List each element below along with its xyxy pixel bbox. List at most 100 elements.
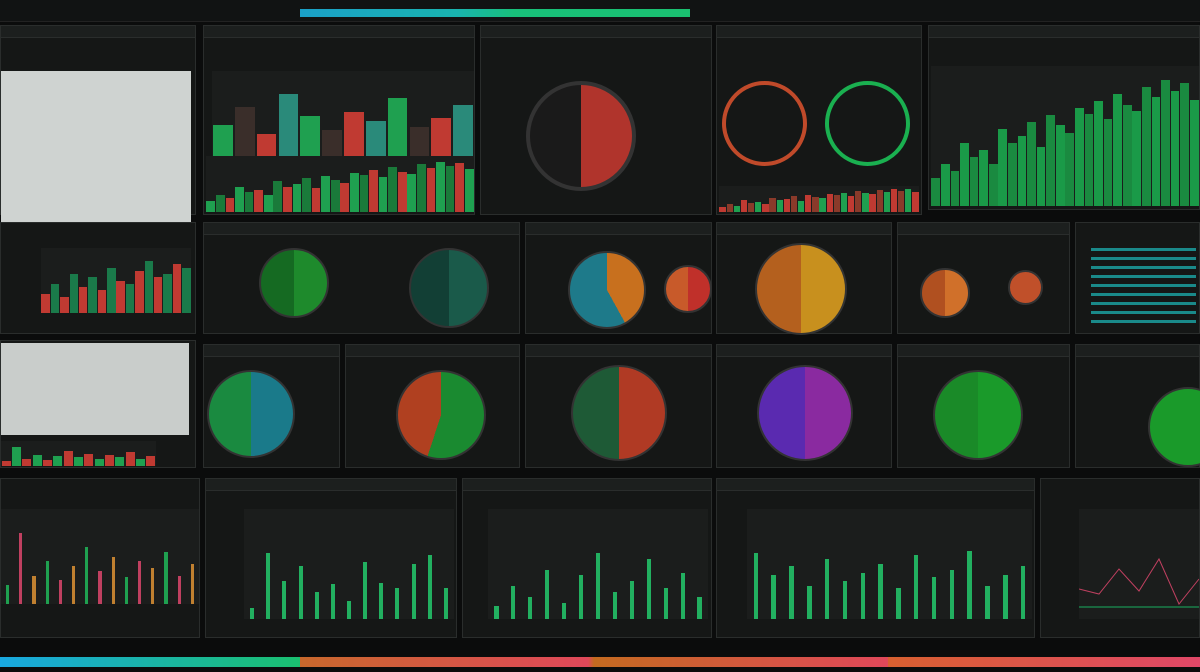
pie-chart[interactable]: [571, 365, 667, 461]
pie-chart[interactable]: [757, 365, 853, 461]
panel-header: [717, 479, 1034, 491]
bar: [254, 189, 263, 212]
pie-chart[interactable]: [755, 243, 847, 335]
bar: [22, 458, 32, 466]
bar: [244, 192, 254, 212]
data-table[interactable]: [1, 343, 189, 435]
panel-header: [1076, 345, 1199, 357]
pie-chart[interactable]: [259, 248, 329, 318]
bar: [273, 181, 283, 212]
bar: [172, 264, 182, 313]
bar: [125, 283, 135, 313]
bar: [53, 456, 63, 466]
bar: [595, 553, 601, 619]
pie-chart[interactable]: [920, 268, 970, 318]
bar: [826, 193, 833, 212]
panel-header: [346, 345, 519, 357]
bar: [344, 111, 364, 161]
data-table[interactable]: [1, 71, 191, 236]
bar: [321, 175, 330, 212]
bar: [862, 193, 869, 212]
bar: [1, 461, 11, 466]
bar: [912, 192, 919, 212]
bar: [164, 551, 168, 604]
bar-panel-large: [928, 25, 1200, 210]
bar: [397, 171, 407, 212]
bar: [869, 194, 876, 212]
bar: [235, 186, 244, 212]
bar: [58, 580, 63, 604]
bar: [311, 188, 321, 212]
bar-chart: [1, 441, 156, 466]
bar: [896, 588, 901, 619]
bar: [97, 290, 107, 313]
bar: [84, 453, 94, 466]
bar: [69, 274, 79, 313]
panel-header: [717, 345, 891, 357]
bar: [111, 556, 115, 604]
bar: [663, 588, 668, 619]
bar: [379, 582, 384, 619]
bar: [1036, 147, 1046, 206]
bar-panel: [205, 478, 457, 638]
bar: [350, 172, 359, 212]
bar: [346, 601, 351, 619]
bar: [528, 597, 533, 619]
bar: [1180, 82, 1189, 206]
bar: [1003, 575, 1008, 619]
bar: [388, 167, 397, 212]
bar: [19, 532, 23, 604]
panel-header: [204, 223, 519, 235]
bar: [753, 553, 759, 619]
bar: [73, 457, 84, 466]
bar: [32, 454, 42, 466]
bar-panel: [203, 25, 475, 215]
bar: [436, 161, 445, 212]
bar: [769, 197, 776, 212]
pie-chart[interactable]: [409, 248, 489, 328]
bar: [266, 553, 271, 619]
panel-header: [204, 345, 339, 357]
pie-chart[interactable]: [568, 251, 646, 329]
bar: [137, 561, 142, 604]
bar: [135, 270, 144, 313]
bar: [302, 178, 311, 212]
bar: [755, 201, 762, 212]
bar: [847, 195, 855, 212]
ring-chart[interactable]: [722, 81, 807, 166]
bar: [762, 204, 769, 212]
pie-chart[interactable]: [207, 370, 295, 458]
bar: [950, 171, 960, 206]
bar-panel: [462, 478, 712, 638]
bar: [115, 456, 125, 466]
pie-panel: [897, 344, 1070, 468]
bar: [282, 580, 287, 619]
bar-chart: [719, 186, 919, 212]
bar-chart: [1, 509, 199, 604]
bar: [1008, 143, 1017, 206]
pie-chart[interactable]: [933, 370, 1023, 460]
progress-bar: [300, 9, 690, 17]
ring-panel: [716, 25, 922, 215]
bar: [63, 451, 73, 466]
pie-panel: [1075, 344, 1200, 468]
bar: [876, 189, 883, 212]
bar: [747, 202, 755, 212]
bar: [776, 200, 783, 212]
bottom-color-bar: [0, 657, 1200, 667]
pie-chart[interactable]: [396, 370, 486, 460]
bar: [719, 206, 726, 212]
bar: [726, 204, 733, 212]
pie-chart[interactable]: [1008, 270, 1043, 305]
bar: [860, 572, 865, 619]
bar: [116, 280, 125, 313]
bar: [960, 143, 969, 206]
pie-chart[interactable]: [1148, 387, 1200, 467]
pie-chart[interactable]: [526, 81, 636, 191]
ring-chart[interactable]: [825, 81, 910, 166]
bar: [98, 570, 102, 604]
table-panel: [0, 340, 196, 468]
pie-chart[interactable]: [664, 265, 712, 313]
bar: [359, 175, 369, 212]
panel-header: [898, 345, 1069, 357]
